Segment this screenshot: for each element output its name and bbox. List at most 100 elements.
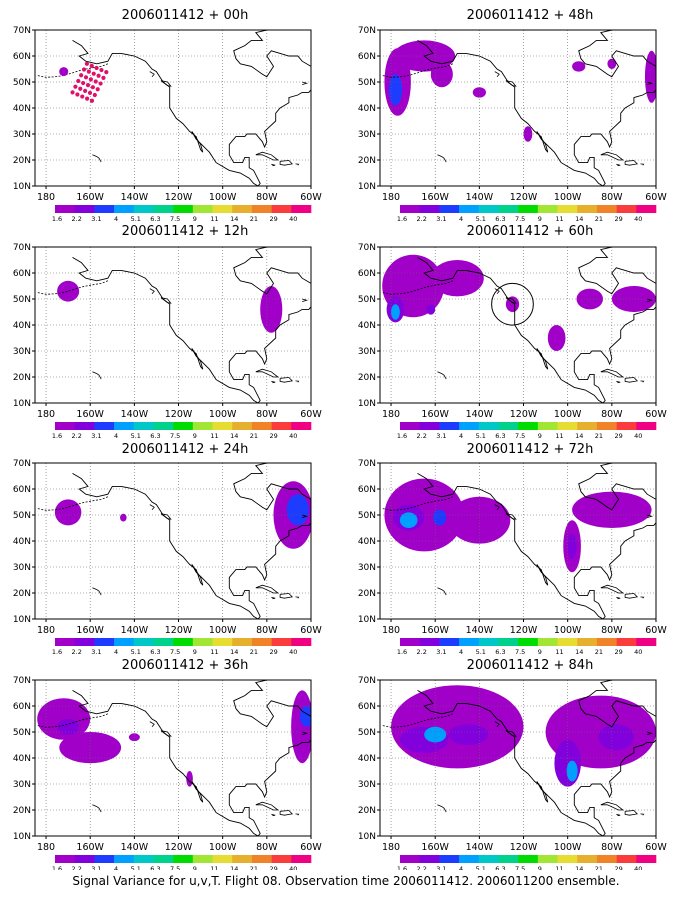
coastline xyxy=(72,40,311,186)
island xyxy=(600,151,625,161)
colorbar-label: 7.5 xyxy=(515,215,525,223)
lat-label: 20N xyxy=(358,589,376,599)
colorbar-swatch xyxy=(439,205,460,213)
island xyxy=(658,295,671,307)
colorbar-label: 9 xyxy=(193,648,197,656)
colorbar-label: 29 xyxy=(614,432,622,440)
island xyxy=(149,504,155,511)
colorbar-swatch xyxy=(498,638,519,646)
colorbar-label: 40 xyxy=(289,648,297,656)
colorbar-label: 1.6 xyxy=(397,215,407,223)
lon-label: 180 xyxy=(382,625,400,636)
colorbar-swatch xyxy=(557,638,578,646)
map-panels: 70N 60N 50N 40N 30N 20N 10N 180 160W 140W 120W 100W… xyxy=(13,26,671,870)
lat-label: 70N xyxy=(13,243,31,253)
colorbar-label: 6.3 xyxy=(495,215,505,223)
lon-label: 60W xyxy=(300,192,322,203)
colorbar-label: 9 xyxy=(538,648,542,656)
colorbar-swatch xyxy=(557,422,578,430)
colorbar-label: 4 xyxy=(459,648,463,656)
lon-label: 180 xyxy=(37,625,55,636)
colorbar-swatch xyxy=(616,205,637,213)
colorbar-label: 21 xyxy=(250,215,258,223)
lat-label: 30N xyxy=(13,563,31,573)
variance-blob xyxy=(260,286,283,333)
colorbar-label: 7.5 xyxy=(515,865,525,870)
colorbar-swatch xyxy=(114,422,135,430)
variance-blob xyxy=(644,50,656,103)
lat-label: 30N xyxy=(358,130,376,140)
panel-title-p12: 2006011412 + 12h xyxy=(121,224,249,239)
colorbar-swatch xyxy=(478,855,499,863)
lon-label: 80W xyxy=(601,192,623,203)
lon-label: 180 xyxy=(382,409,400,420)
island xyxy=(494,721,500,728)
colorbar-label: 40 xyxy=(634,648,642,656)
lat-label: 10N xyxy=(358,615,376,625)
colorbar-label: 14 xyxy=(575,648,583,656)
colorbar-swatch xyxy=(459,422,480,430)
colorbar-label: 14 xyxy=(575,865,583,870)
lon-label: 80W xyxy=(601,409,623,420)
observation-marker xyxy=(98,81,103,86)
aleutian-islands xyxy=(37,280,109,295)
lon-label: 100W xyxy=(554,192,582,203)
lat-label: 10N xyxy=(13,832,31,842)
colorbar-swatch xyxy=(291,855,312,863)
colorbar-label: 11 xyxy=(210,648,218,656)
colorbar-swatch xyxy=(596,855,617,863)
observation-marker xyxy=(89,63,94,68)
lat-label: 60N xyxy=(358,702,376,712)
colorbar-swatch xyxy=(291,422,312,430)
colorbar-swatch xyxy=(271,205,292,213)
lat-label: 70N xyxy=(13,676,31,686)
lat-label: 70N xyxy=(358,26,376,36)
colorbar-label: 14 xyxy=(575,432,583,440)
colorbar-label: 6.3 xyxy=(150,648,160,656)
lat-label: 10N xyxy=(13,399,31,409)
variance-blob xyxy=(54,499,82,526)
lon-label: 120W xyxy=(165,625,193,636)
lat-label: 20N xyxy=(13,373,31,383)
observation-marker xyxy=(85,83,91,88)
colorbar-label: 9 xyxy=(193,215,197,223)
colorbar-swatch xyxy=(537,422,558,430)
lon-label: 60W xyxy=(300,842,322,853)
colorbar-swatch xyxy=(518,855,539,863)
island xyxy=(279,593,294,599)
lon-label: 120W xyxy=(165,192,193,203)
coastline xyxy=(417,40,656,186)
observation-marker xyxy=(104,70,109,75)
colorbar-swatch xyxy=(498,205,519,213)
island xyxy=(302,298,309,302)
lat-label: 20N xyxy=(358,156,376,166)
colorbar-swatch xyxy=(537,638,558,646)
lon-label: 80W xyxy=(256,192,278,203)
colorbar-label: 5.1 xyxy=(131,432,141,440)
colorbar-swatch xyxy=(518,205,539,213)
variance-blob xyxy=(472,87,486,98)
lon-label: 100W xyxy=(209,409,237,420)
map-content xyxy=(35,680,311,836)
island xyxy=(160,80,172,87)
variance-blob xyxy=(59,732,122,764)
colorbar-swatch xyxy=(537,855,558,863)
island xyxy=(302,731,309,735)
observation-marker xyxy=(78,86,83,91)
colorbar-swatch xyxy=(419,422,440,430)
variance-blob xyxy=(576,288,604,310)
lon-label: 180 xyxy=(37,409,55,420)
lon-label: 80W xyxy=(601,842,623,853)
island xyxy=(640,163,645,166)
lon-label: 160W xyxy=(76,192,104,203)
lat-label: 10N xyxy=(358,832,376,842)
lon-label: 120W xyxy=(510,192,538,203)
lon-label: 180 xyxy=(37,842,55,853)
island xyxy=(600,801,625,811)
colorbar-swatch xyxy=(291,638,312,646)
observation-marker xyxy=(94,65,99,71)
colorbar-swatch xyxy=(616,855,637,863)
variance-blob xyxy=(291,690,311,764)
colorbar-swatch xyxy=(271,422,292,430)
